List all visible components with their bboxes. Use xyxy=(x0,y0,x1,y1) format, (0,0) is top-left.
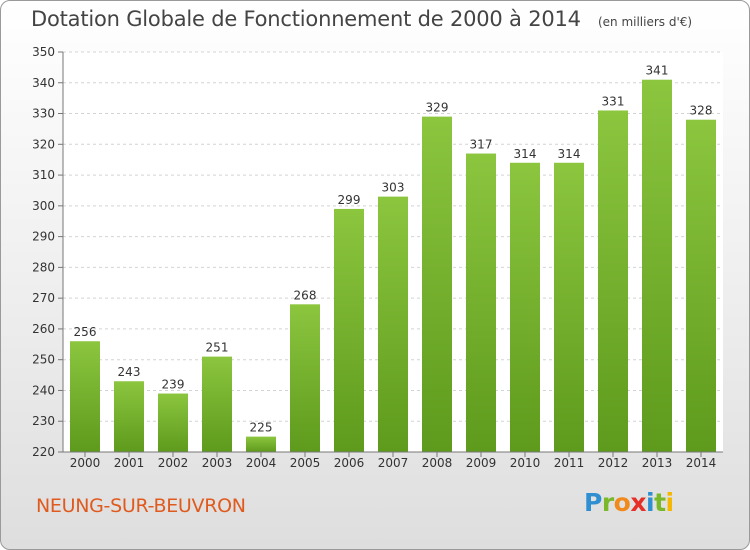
x-tick-label: 2009 xyxy=(466,456,497,470)
y-tick-label: 230 xyxy=(32,414,55,428)
proxiti-logo: Proxiti xyxy=(584,488,674,517)
x-tick-label: 2001 xyxy=(114,456,145,470)
logo-letter: x xyxy=(630,488,646,517)
bar-2009 xyxy=(466,153,496,453)
value-label: 268 xyxy=(294,288,317,302)
y-tick-label: 290 xyxy=(32,230,55,244)
logo-letter: i xyxy=(665,488,675,517)
value-label: 225 xyxy=(250,421,273,435)
chart-title: Dotation Globale de Fonctionnement de 20… xyxy=(31,7,581,31)
bar-2002 xyxy=(158,393,188,452)
y-tick-label: 250 xyxy=(32,353,55,367)
y-tick-label: 350 xyxy=(32,45,55,59)
x-tick-label: 2000 xyxy=(70,456,101,470)
value-labels: 256 243 239 251 225 268 299 303 329 317 314 314 331 3… xyxy=(74,64,713,435)
bar-2004 xyxy=(246,436,276,452)
title-row: Dotation Globale de Fonctionnement de 20… xyxy=(31,7,692,31)
y-tick-label: 300 xyxy=(32,199,55,213)
value-label: 331 xyxy=(602,94,625,108)
bar-2007 xyxy=(378,196,408,452)
value-label: 329 xyxy=(426,101,449,115)
bars xyxy=(70,79,716,453)
x-tick-label: 2010 xyxy=(510,456,541,470)
x-tick-label: 2013 xyxy=(642,456,673,470)
bar-2000 xyxy=(70,341,100,452)
x-tick-label: 2003 xyxy=(202,456,233,470)
bar-2005 xyxy=(290,304,320,452)
logo-letter: t xyxy=(654,488,666,517)
y-tick-label: 240 xyxy=(32,383,55,397)
bar-2011 xyxy=(554,162,584,452)
value-label: 328 xyxy=(690,104,713,118)
value-label: 303 xyxy=(382,181,405,195)
y-tick-label: 330 xyxy=(32,107,55,121)
x-tick-label: 2014 xyxy=(686,456,717,470)
bar-2003 xyxy=(202,356,232,452)
x-tick-label: 2005 xyxy=(290,456,321,470)
y-axis-ticks: 220 230 240 250 260 270 280 290 300 310 320 330 340 3… xyxy=(32,45,63,459)
bar-2001 xyxy=(114,381,144,452)
x-tick-label: 2004 xyxy=(246,456,277,470)
value-label: 251 xyxy=(206,341,229,355)
logo-letter: o xyxy=(613,488,631,517)
logo-letter: r xyxy=(601,488,614,517)
bar-2010 xyxy=(510,162,540,452)
y-tick-label: 310 xyxy=(32,168,55,182)
x-tick-label: 2006 xyxy=(334,456,365,470)
bar-chart: 256 243 239 251 225 268 299 303 329 317 314 314 331 3… xyxy=(32,45,723,470)
y-tick-label: 220 xyxy=(32,445,55,459)
value-label: 314 xyxy=(558,147,581,161)
x-tick-label: 2011 xyxy=(554,456,585,470)
value-label: 239 xyxy=(162,378,185,392)
value-label: 341 xyxy=(646,64,669,78)
value-label: 243 xyxy=(118,365,141,379)
x-tick-label: 2012 xyxy=(598,456,629,470)
x-tick-label: 2007 xyxy=(378,456,409,470)
commune-name: NEUNG-SUR-BEUVRON xyxy=(36,495,246,517)
y-tick-label: 260 xyxy=(32,322,55,336)
bar-2014 xyxy=(686,119,716,452)
y-tick-label: 280 xyxy=(32,260,55,274)
logo-letter: P xyxy=(584,488,602,517)
x-tick-label: 2002 xyxy=(158,456,189,470)
bar-2013 xyxy=(642,79,672,452)
chart-subtitle: (en milliers d'€) xyxy=(597,15,693,29)
x-axis-ticks: 2000 2001 2002 2003 2004 2005 2006 2007 2008 2009… xyxy=(70,452,717,470)
y-tick-label: 340 xyxy=(32,76,55,90)
value-label: 314 xyxy=(514,147,537,161)
bar-2006 xyxy=(334,208,364,452)
y-tick-label: 270 xyxy=(32,291,55,305)
bar-2012 xyxy=(598,110,628,452)
value-label: 256 xyxy=(74,325,97,339)
logo-letter: i xyxy=(646,488,655,517)
value-label: 317 xyxy=(470,138,493,152)
y-tick-label: 320 xyxy=(32,137,55,151)
bar-2008 xyxy=(422,116,452,452)
x-tick-label: 2008 xyxy=(422,456,453,470)
value-label: 299 xyxy=(338,193,361,207)
